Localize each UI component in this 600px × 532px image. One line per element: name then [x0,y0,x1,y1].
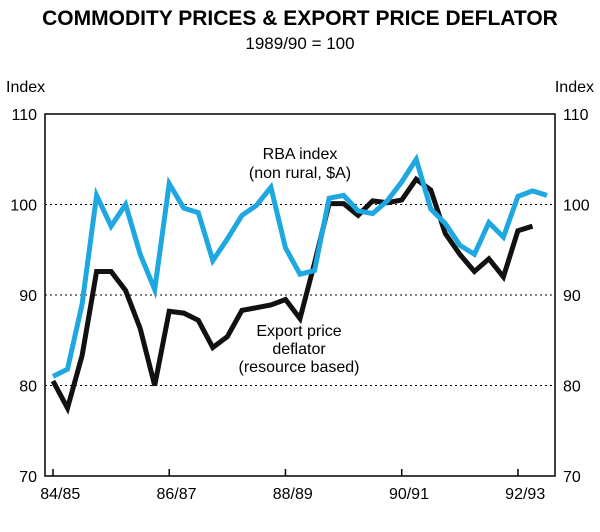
y-tick-left-110: 110 [11,107,37,124]
y-tick-left-70: 70 [19,469,37,486]
x-ticks: 84/85 86/87 88/89 90/91 92/93 [40,469,545,503]
y-tick-right-100: 100 [563,198,590,215]
chart-title: COMMODITY PRICES & EXPORT PRICE DEFLATOR [42,7,558,30]
rba-series-annotation: RBA index (non rural, $A) [249,146,351,182]
x-tick-label-86-87: 86/87 [156,486,196,503]
plot-frame [44,113,556,477]
x-tick-label-92-93: 92/93 [505,486,545,503]
export-deflator-annotation: Export price deflator (resource based) [239,323,360,376]
series-lines [50,153,548,415]
rba-label-line-1: RBA index [263,146,338,163]
y-axis-label-left: Index [6,79,45,96]
y-tick-right-70: 70 [563,469,581,486]
y-tick-right-110: 110 [563,107,589,124]
export-label-line-1: Export price [256,323,341,340]
export-label-line-2: deflator [272,341,326,358]
x-tick-label-84-85: 84/85 [40,486,80,503]
y-tick-left-90: 90 [19,288,37,305]
series-line-export-deflator [50,175,534,415]
export-label-line-3: (resource based) [239,359,360,376]
x-tick-label-88-89: 88/89 [273,486,313,503]
x-tick-label-90-91: 90/91 [389,486,429,503]
rba-label-line-2: (non rural, $A) [249,165,351,182]
y-tick-left-80: 80 [19,379,37,396]
y-tick-right-90: 90 [563,288,581,305]
y-tick-left-100: 100 [10,198,37,215]
y-tick-right-80: 80 [563,379,581,396]
y-tick-labels: 70 70 80 80 90 90 100 100 110 110 [10,107,590,486]
chart-subtitle: 1989/90 = 100 [245,34,354,53]
y-axis-label-right: Index [555,79,594,96]
